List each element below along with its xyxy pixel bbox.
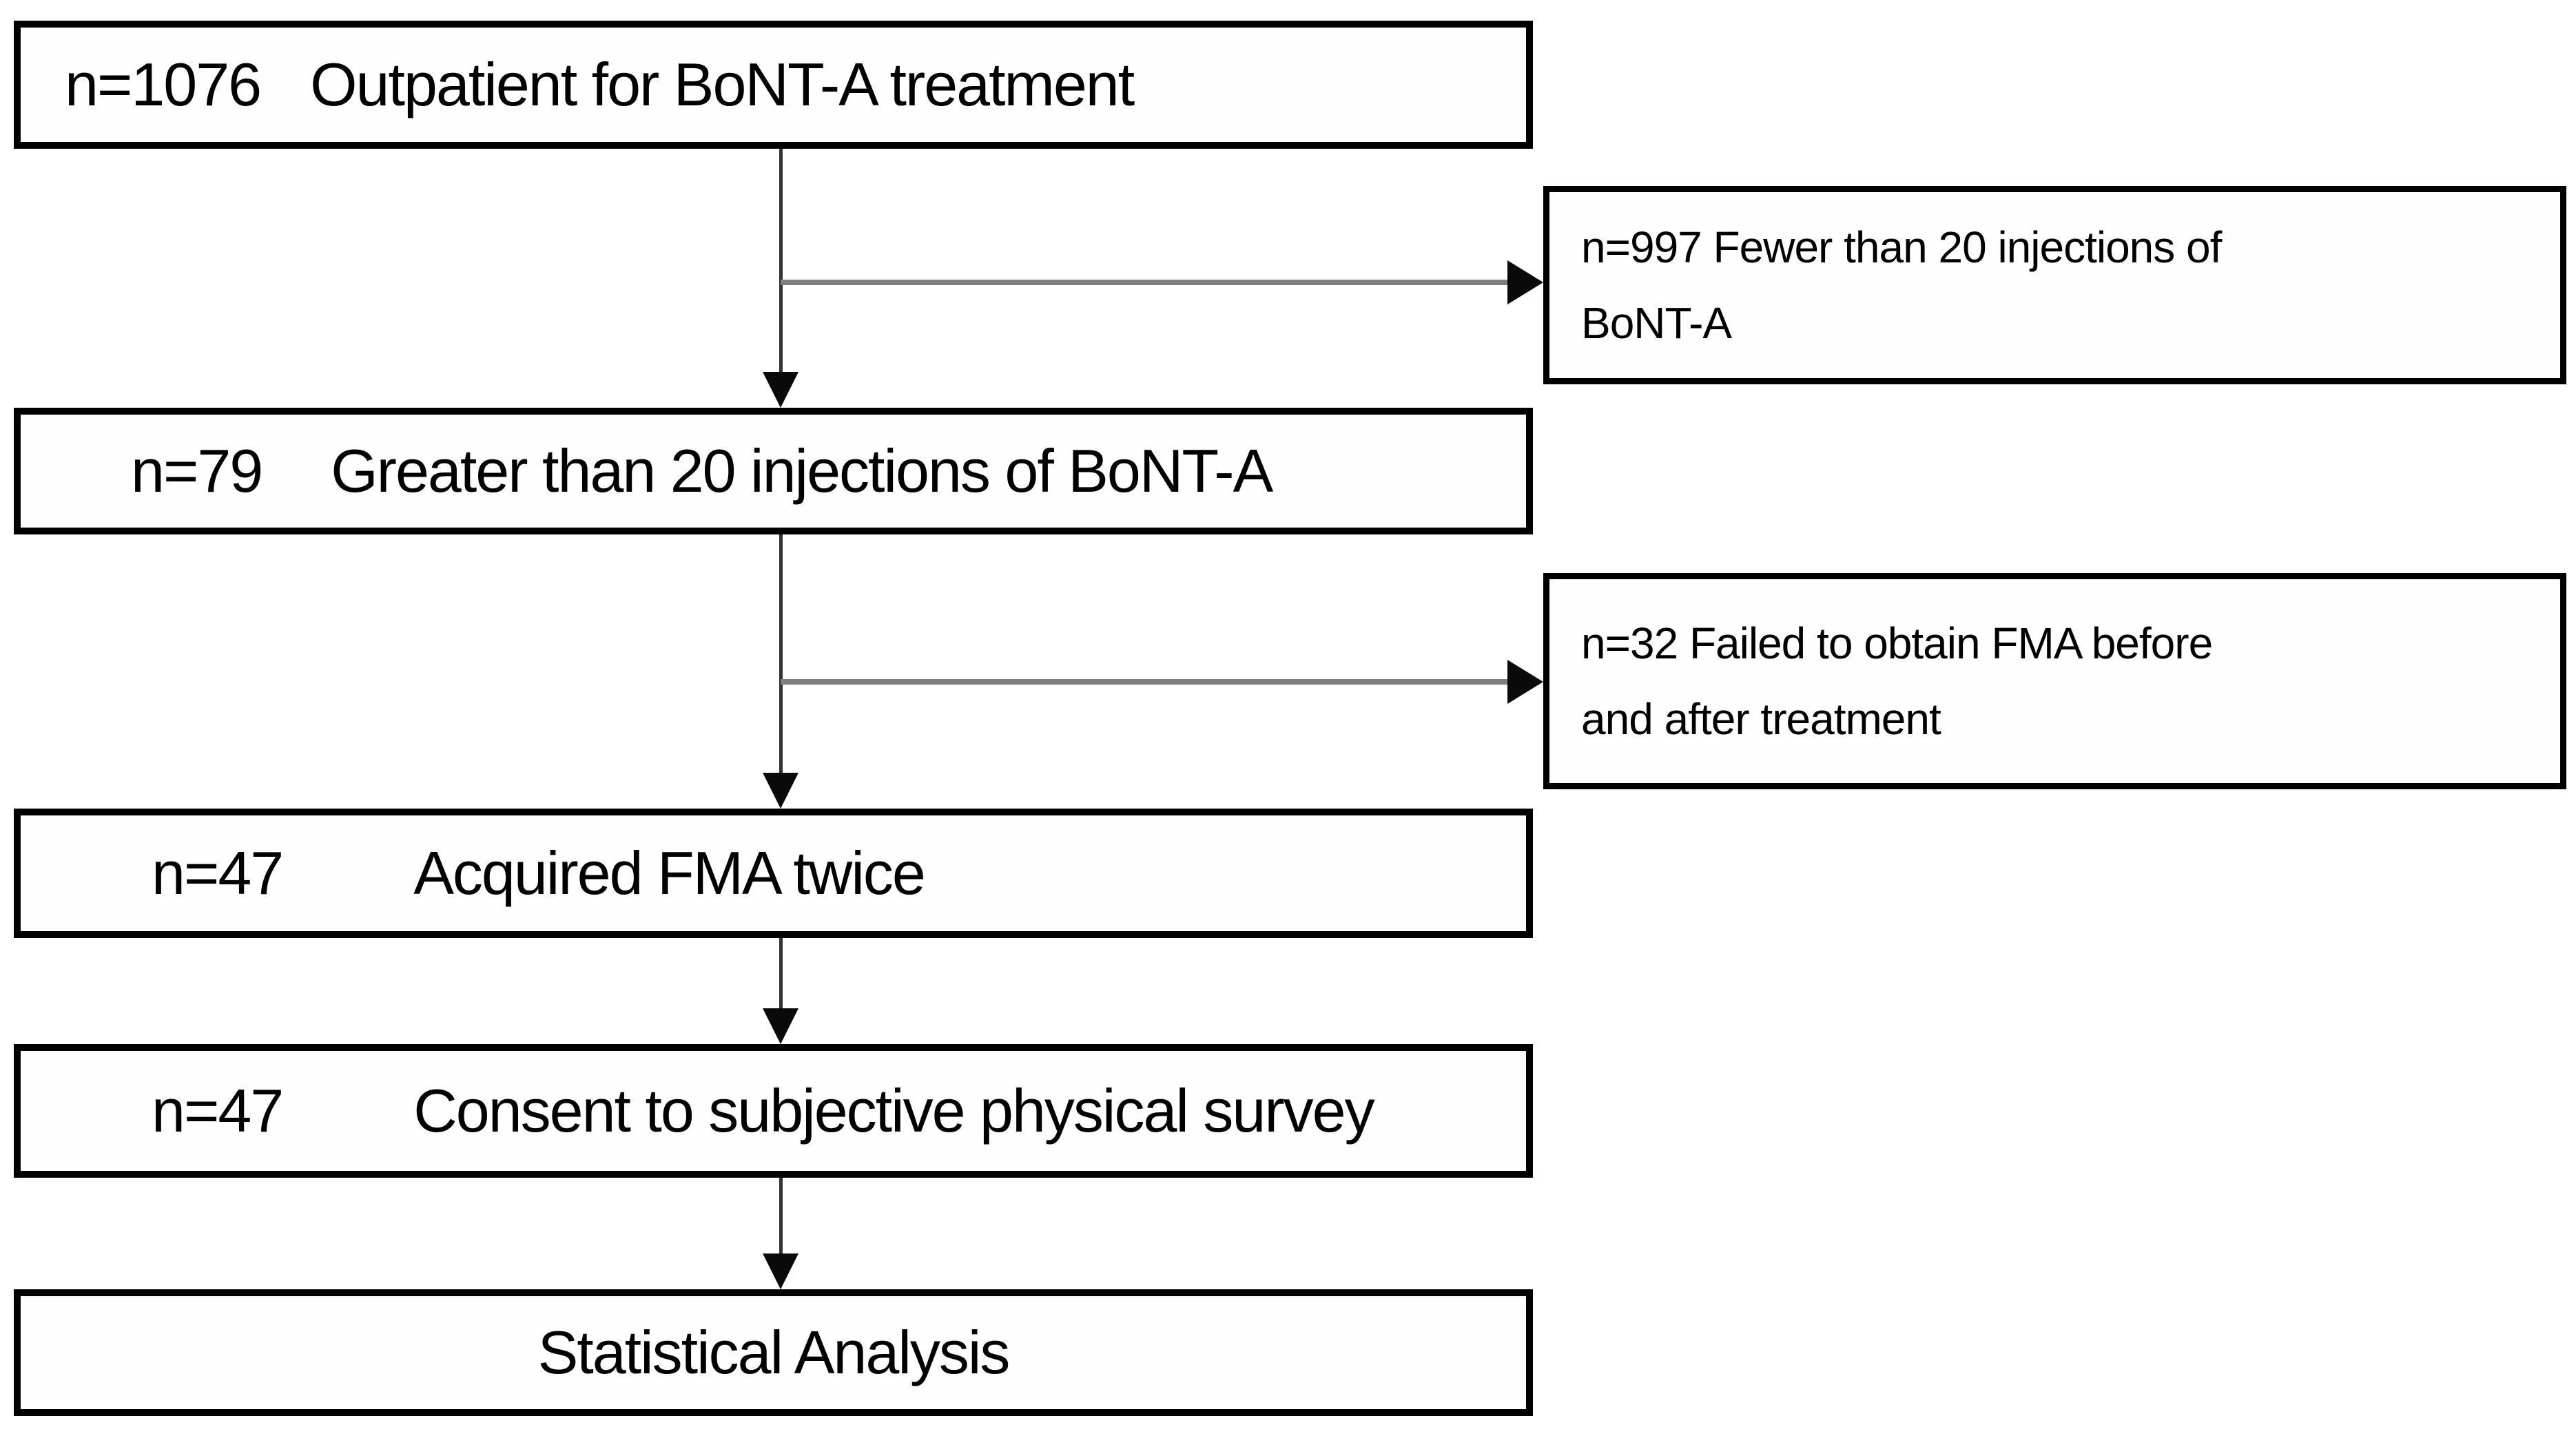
connector-box2-box3	[779, 534, 783, 774]
flow-box-consent-survey: n=47 Consent to subjective physical surv…	[14, 1044, 1533, 1178]
connector-box3-box4	[779, 938, 783, 1010]
box-label: Acquired FMA twice	[413, 839, 926, 907]
box-line: and after treatment	[1581, 694, 1941, 744]
box-count: n=47	[152, 839, 284, 907]
box-label: Greater than 20 injections of BoNT-A	[331, 437, 1273, 505]
flow-box-fewer-than-20: n=997 Fewer than 20 injections of BoNT-A	[1543, 186, 2566, 384]
box-count: n=47	[152, 1076, 284, 1145]
connector-box4-box5	[779, 1178, 783, 1255]
branch-line-failed-fma	[781, 679, 1509, 685]
arrow-down-icon	[763, 1253, 798, 1289]
box-label: Statistical Analysis	[537, 1318, 1011, 1386]
arrow-right-icon	[1507, 660, 1543, 704]
arrow-right-icon	[1507, 260, 1543, 304]
box-count: n=79	[131, 437, 263, 505]
flow-box-greater-than-20: n=79 Greater than 20 injections of BoNT-…	[14, 408, 1533, 534]
arrow-down-icon	[763, 773, 798, 809]
flow-box-acquired-fma-twice: n=47 Acquired FMA twice	[14, 809, 1533, 938]
box-label: Outpatient for BoNT-A treatment	[310, 50, 1135, 118]
arrow-down-icon	[763, 1008, 798, 1044]
branch-line-fewer-than-20	[781, 280, 1509, 285]
box-line: n=997 Fewer than 20 injections of	[1581, 222, 2222, 272]
box-label: Consent to subjective physical survey	[413, 1076, 1374, 1145]
box-line: n=32 Failed to obtain FMA before	[1581, 618, 2213, 668]
connector-box1-box2	[779, 149, 783, 373]
flow-box-outpatient: n=1076 Outpatient for BoNT-A treatment	[14, 21, 1533, 149]
box-count: n=1076	[65, 50, 262, 118]
box-line: BoNT-A	[1581, 298, 1732, 348]
flow-box-failed-fma: n=32 Failed to obtain FMA before and aft…	[1543, 573, 2566, 789]
flow-box-statistical-analysis: Statistical Analysis	[14, 1289, 1533, 1416]
arrow-down-icon	[763, 372, 798, 408]
